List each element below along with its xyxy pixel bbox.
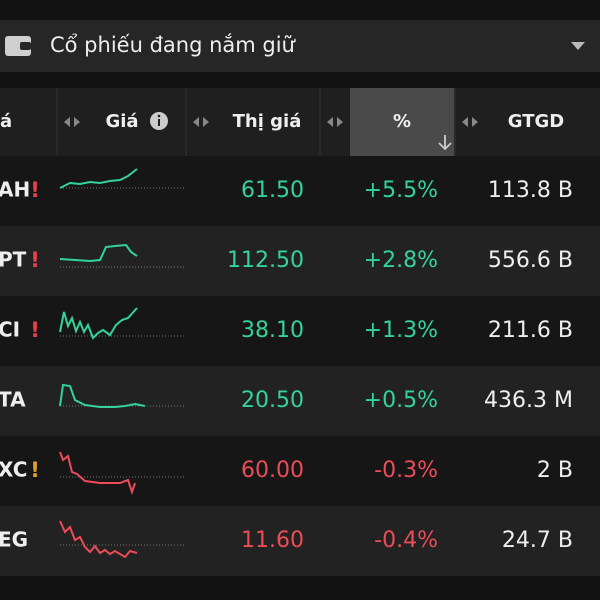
sparkline xyxy=(59,307,138,340)
table-row[interactable] xyxy=(0,366,600,436)
volume: 2 B xyxy=(537,458,573,483)
dropdown-arrow[interactable] xyxy=(571,42,585,50)
sparkline xyxy=(59,520,138,559)
resize-handles[interactable] xyxy=(64,117,478,127)
header-bar[interactable] xyxy=(0,20,600,72)
sparkline xyxy=(59,383,146,408)
sparkline xyxy=(59,168,138,189)
price: 60.00 xyxy=(241,458,304,483)
section-header[interactable]: Cổ phiếu đang nắm giữ xyxy=(0,20,600,72)
change: -0.3% xyxy=(374,458,438,483)
info-icon-dot xyxy=(157,114,161,118)
volume: 211.6 B xyxy=(488,318,573,343)
change: +5.5% xyxy=(364,178,438,203)
table-header: á Giá Thị giá % GTGD xyxy=(0,88,600,576)
price: 20.50 xyxy=(241,388,304,413)
column-header[interactable]: % xyxy=(393,111,411,132)
column-header[interactable]: á xyxy=(0,111,12,132)
alert: ! xyxy=(30,318,40,342)
ticker: PT xyxy=(0,248,27,272)
price: 11.60 xyxy=(241,528,304,553)
change: +1.3% xyxy=(364,318,438,343)
table-row[interactable] xyxy=(0,436,600,506)
column-header[interactable]: Giá xyxy=(105,111,138,132)
wallet-icon-slot xyxy=(20,42,31,50)
ticker: CI xyxy=(0,318,20,342)
ticker: AH xyxy=(0,178,30,202)
change: +2.8% xyxy=(364,248,438,273)
volume: 24.7 B xyxy=(502,528,573,553)
change: +0.5% xyxy=(364,388,438,413)
change: -0.4% xyxy=(374,528,438,553)
sparkline xyxy=(59,451,136,496)
sparkline xyxy=(59,243,138,263)
sorted-column-bg[interactable] xyxy=(350,88,454,156)
table-row[interactable] xyxy=(0,506,600,576)
table-header-bg xyxy=(0,88,600,156)
header-title: Cổ phiếu đang nắm giữ xyxy=(50,33,297,57)
info-icon-stem xyxy=(158,119,160,126)
price: 112.50 xyxy=(227,248,304,273)
volume: 436.3 M xyxy=(484,388,573,413)
volume: 113.8 B xyxy=(488,178,573,203)
ticker: XC xyxy=(0,458,27,482)
ticker: TA xyxy=(0,388,26,412)
price: 38.10 xyxy=(241,318,304,343)
alert: ! xyxy=(30,178,40,202)
column-header[interactable]: Thị giá xyxy=(233,111,302,132)
ticker: EG xyxy=(0,528,28,552)
wallet-icon xyxy=(5,36,31,56)
alert: ! xyxy=(30,248,40,272)
table-row[interactable] xyxy=(0,156,600,226)
alert: ! xyxy=(30,458,40,482)
volume: 556.6 B xyxy=(488,248,573,273)
price: 61.50 xyxy=(241,178,304,203)
column-header[interactable]: GTGD xyxy=(508,111,564,132)
sort-arrow xyxy=(438,135,452,151)
